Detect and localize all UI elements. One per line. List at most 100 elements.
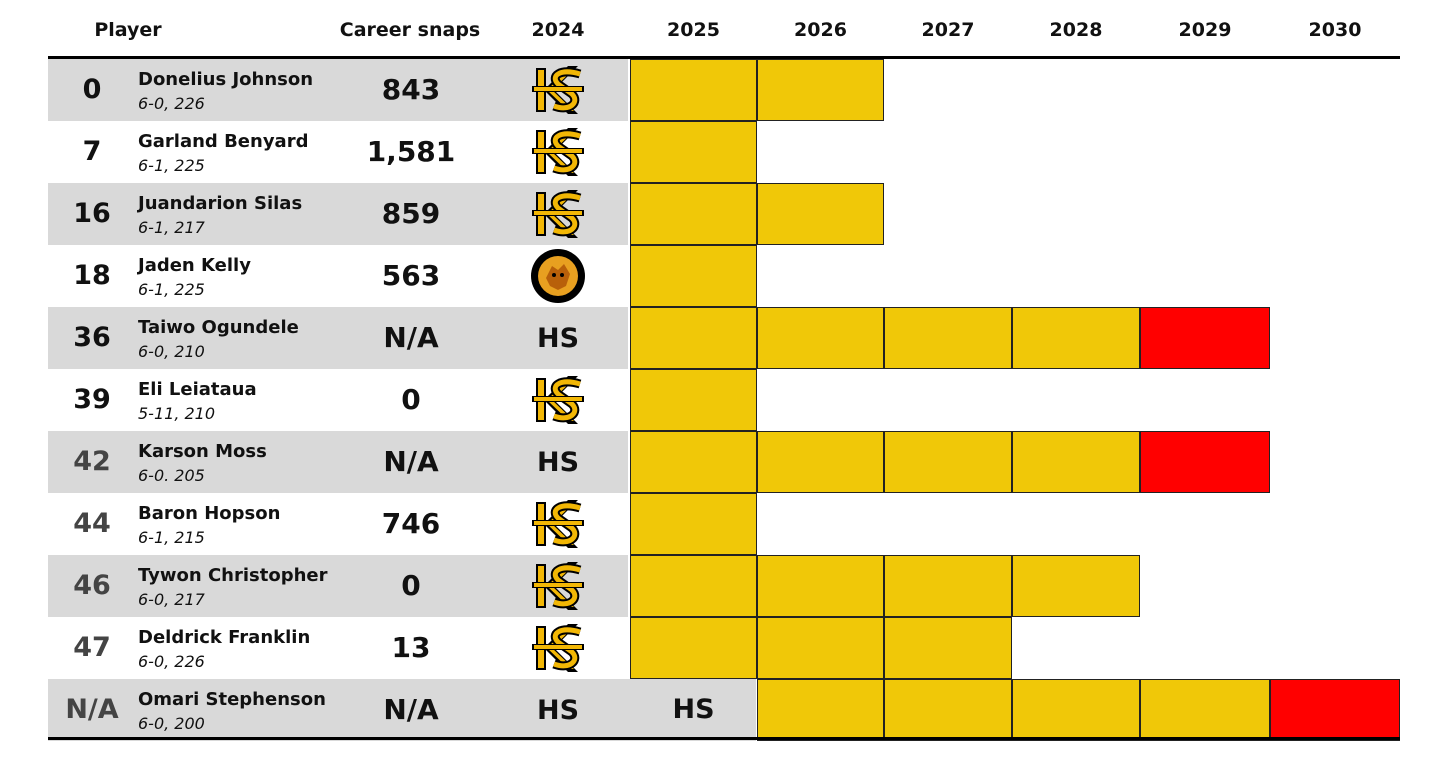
year-2024-cell bbox=[504, 617, 612, 679]
eligibility-year-cell bbox=[884, 431, 1012, 493]
player-name: Juandarion Silas bbox=[138, 193, 303, 214]
year-2024-cell bbox=[504, 59, 612, 121]
eligibility-year-cell bbox=[1012, 555, 1140, 617]
table-row: 18 Jaden Kelly 6-1, 225 563 bbox=[48, 245, 1400, 307]
career-snaps: 1,581 bbox=[366, 135, 456, 168]
player-name: Deldrick Franklin bbox=[138, 627, 311, 648]
eligibility-year-cell bbox=[884, 307, 1012, 369]
jersey-number: 18 bbox=[73, 260, 111, 291]
header-year-2025: 2025 bbox=[667, 19, 720, 41]
height-weight: 6-0, 217 bbox=[138, 590, 205, 609]
height-weight: 6-1, 225 bbox=[138, 156, 205, 175]
header-year-2029: 2029 bbox=[1178, 19, 1232, 41]
table-row: N/A Omari Stephenson 6-0, 200 N/A HS HS bbox=[48, 679, 1400, 741]
header-rule bbox=[48, 56, 1400, 59]
row-background bbox=[48, 431, 628, 493]
jersey-number: 42 bbox=[73, 446, 111, 477]
eligibility-year-cell bbox=[630, 493, 757, 555]
height-weight: 6-0, 226 bbox=[138, 94, 205, 113]
jersey-number: 0 bbox=[82, 74, 102, 105]
eligibility-year-cell bbox=[884, 617, 1012, 679]
eligibility-year-cell bbox=[630, 617, 757, 679]
eligibility-year-cell bbox=[757, 617, 884, 679]
player-name: Garland Benyard bbox=[138, 131, 309, 152]
year-2024-cell: HS bbox=[504, 679, 612, 741]
row-background bbox=[48, 183, 628, 245]
year-2025-status-text: HS bbox=[672, 694, 715, 725]
year-2024-cell bbox=[504, 493, 612, 555]
table-row: 42 Karson Moss 6-0. 205 N/A HS bbox=[48, 431, 1400, 493]
kennesaw-state-logo-icon bbox=[530, 620, 586, 676]
header-career-snaps: Career snaps bbox=[339, 19, 481, 41]
player-name: Karson Moss bbox=[138, 441, 267, 462]
height-weight: 6-0, 210 bbox=[138, 342, 205, 361]
eligibility-year-cell bbox=[757, 431, 884, 493]
year-2024-cell bbox=[504, 245, 612, 307]
eligibility-year-cell bbox=[757, 183, 884, 245]
career-snaps: 13 bbox=[391, 631, 431, 664]
eligibility-year-cell bbox=[630, 431, 757, 493]
row-background bbox=[48, 369, 628, 431]
header-year-2030: 2030 bbox=[1308, 19, 1362, 41]
kennesaw-state-logo-icon bbox=[530, 372, 586, 428]
table-row: 44 Baron Hopson 6-1, 215 746 bbox=[48, 493, 1400, 555]
jersey-number: 47 bbox=[73, 632, 111, 663]
eligibility-year-cell bbox=[757, 555, 884, 617]
career-snaps: N/A bbox=[383, 321, 439, 354]
kennesaw-state-logo-icon bbox=[530, 124, 586, 180]
eligibility-year-cell bbox=[1270, 679, 1400, 741]
eligibility-year-cell bbox=[630, 245, 757, 307]
table-row: 16 Juandarion Silas 6-1, 217 859 bbox=[48, 183, 1400, 245]
height-weight: 5-11, 210 bbox=[138, 404, 216, 423]
career-snaps: 0 bbox=[401, 383, 421, 416]
jersey-number: 16 bbox=[73, 198, 111, 229]
height-weight: 6-0, 226 bbox=[138, 652, 205, 671]
eligibility-year-cell bbox=[630, 183, 757, 245]
career-snaps: N/A bbox=[383, 693, 439, 726]
prior-status-text: HS bbox=[536, 694, 580, 726]
kennesaw-state-logo-icon bbox=[530, 558, 586, 614]
eligibility-year-cell bbox=[757, 679, 884, 741]
eligibility-year-cell bbox=[630, 555, 757, 617]
year-2024-cell bbox=[504, 369, 612, 431]
year-2024-cell bbox=[504, 121, 612, 183]
footer-rule bbox=[48, 737, 1400, 740]
eligibility-year-cell bbox=[630, 59, 757, 121]
jersey-number: N/A bbox=[65, 694, 119, 725]
header-player: Player bbox=[94, 19, 162, 41]
year-2024-cell: HS bbox=[504, 431, 612, 493]
year-2024-cell bbox=[504, 555, 612, 617]
eligibility-year-cell bbox=[630, 369, 757, 431]
player-name: Tywon Christopher bbox=[138, 565, 328, 586]
prior-status-text: HS bbox=[536, 322, 580, 354]
table-row: 0 Donelius Johnson 6-0, 226 843 bbox=[48, 59, 1400, 121]
career-snaps: 563 bbox=[381, 259, 441, 292]
player-name: Jaden Kelly bbox=[138, 255, 251, 276]
player-name: Eli Leiataua bbox=[138, 379, 257, 400]
career-snaps: 746 bbox=[381, 507, 441, 540]
row-background bbox=[48, 555, 628, 617]
header-year-2028: 2028 bbox=[1049, 19, 1103, 41]
year-2024-cell bbox=[504, 183, 612, 245]
jersey-number: 44 bbox=[73, 508, 111, 539]
header-year-2026: 2026 bbox=[794, 19, 847, 41]
row-background bbox=[48, 679, 756, 741]
career-snaps: 0 bbox=[401, 569, 421, 602]
row-background bbox=[48, 59, 628, 121]
kennesaw-state-logo-icon bbox=[530, 496, 586, 552]
header-year-2027: 2027 bbox=[921, 19, 975, 41]
career-snaps: 843 bbox=[381, 73, 441, 106]
row-background bbox=[48, 493, 628, 555]
player-name: Baron Hopson bbox=[138, 503, 281, 524]
eligibility-year-cell bbox=[1140, 431, 1270, 493]
table-row: 39 Eli Leiataua 5-11, 210 0 bbox=[48, 369, 1400, 431]
career-snaps: N/A bbox=[383, 445, 439, 478]
table-row: 36 Taiwo Ogundele 6-0, 210 N/A HS bbox=[48, 307, 1400, 369]
eligibility-year-cell bbox=[1140, 307, 1270, 369]
kennesaw-state-logo-icon bbox=[530, 186, 586, 242]
header-year-2024: 2024 bbox=[531, 19, 585, 41]
eligibility-year-cell bbox=[630, 307, 757, 369]
jersey-number: 36 bbox=[73, 322, 111, 353]
table-row: 7 Garland Benyard 6-1, 225 1,581 bbox=[48, 121, 1400, 183]
row-background bbox=[48, 307, 628, 369]
